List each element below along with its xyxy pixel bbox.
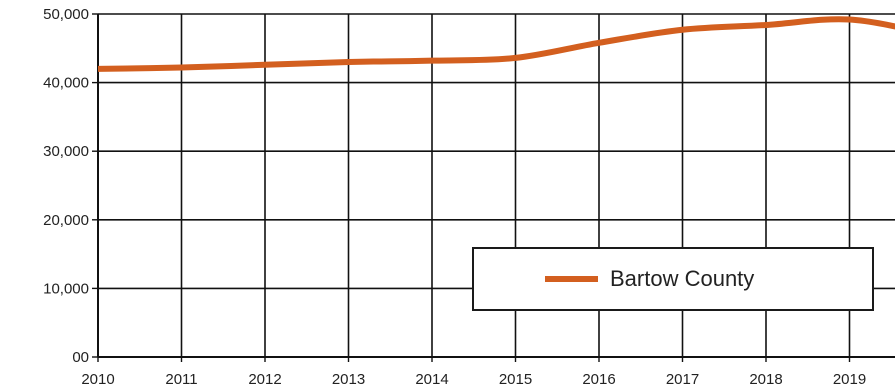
y-tick-label: 50,000 [43,6,89,23]
y-tick-label: 40,000 [43,75,89,92]
legend-label-bartow-county: Bartow County [610,266,754,291]
x-tick-label: 2018 [749,371,782,388]
x-tick-label: 2015 [499,371,532,388]
x-tick-label: 2012 [248,371,281,388]
y-tick-label: 20,000 [43,212,89,229]
x-tick-label: 2014 [415,371,448,388]
y-tick-label: 10,000 [43,280,89,297]
chart-legend: Bartow County [472,247,874,311]
axes [92,13,895,362]
y-tick-labels: 00 10,000 20,000 30,000 40,000 50,000 [43,6,89,366]
y-tick-label: 00 [72,349,89,366]
x-tick-label: 2011 [165,371,197,388]
x-tick-label: 2010 [81,371,114,388]
x-tick-label: 2016 [582,371,615,388]
x-tick-label: 2019 [833,371,866,388]
x-tick-label: 2017 [666,371,699,388]
series-line-bartow-county [97,16,895,72]
x-tick-labels: 2010 2011 2012 2013 2014 2015 2016 2017 2018 2019 [81,371,866,388]
y-tick-label: 30,000 [43,143,89,160]
x-tick-label: 2013 [332,371,365,388]
series-lines [97,16,895,72]
legend-box [472,247,874,311]
